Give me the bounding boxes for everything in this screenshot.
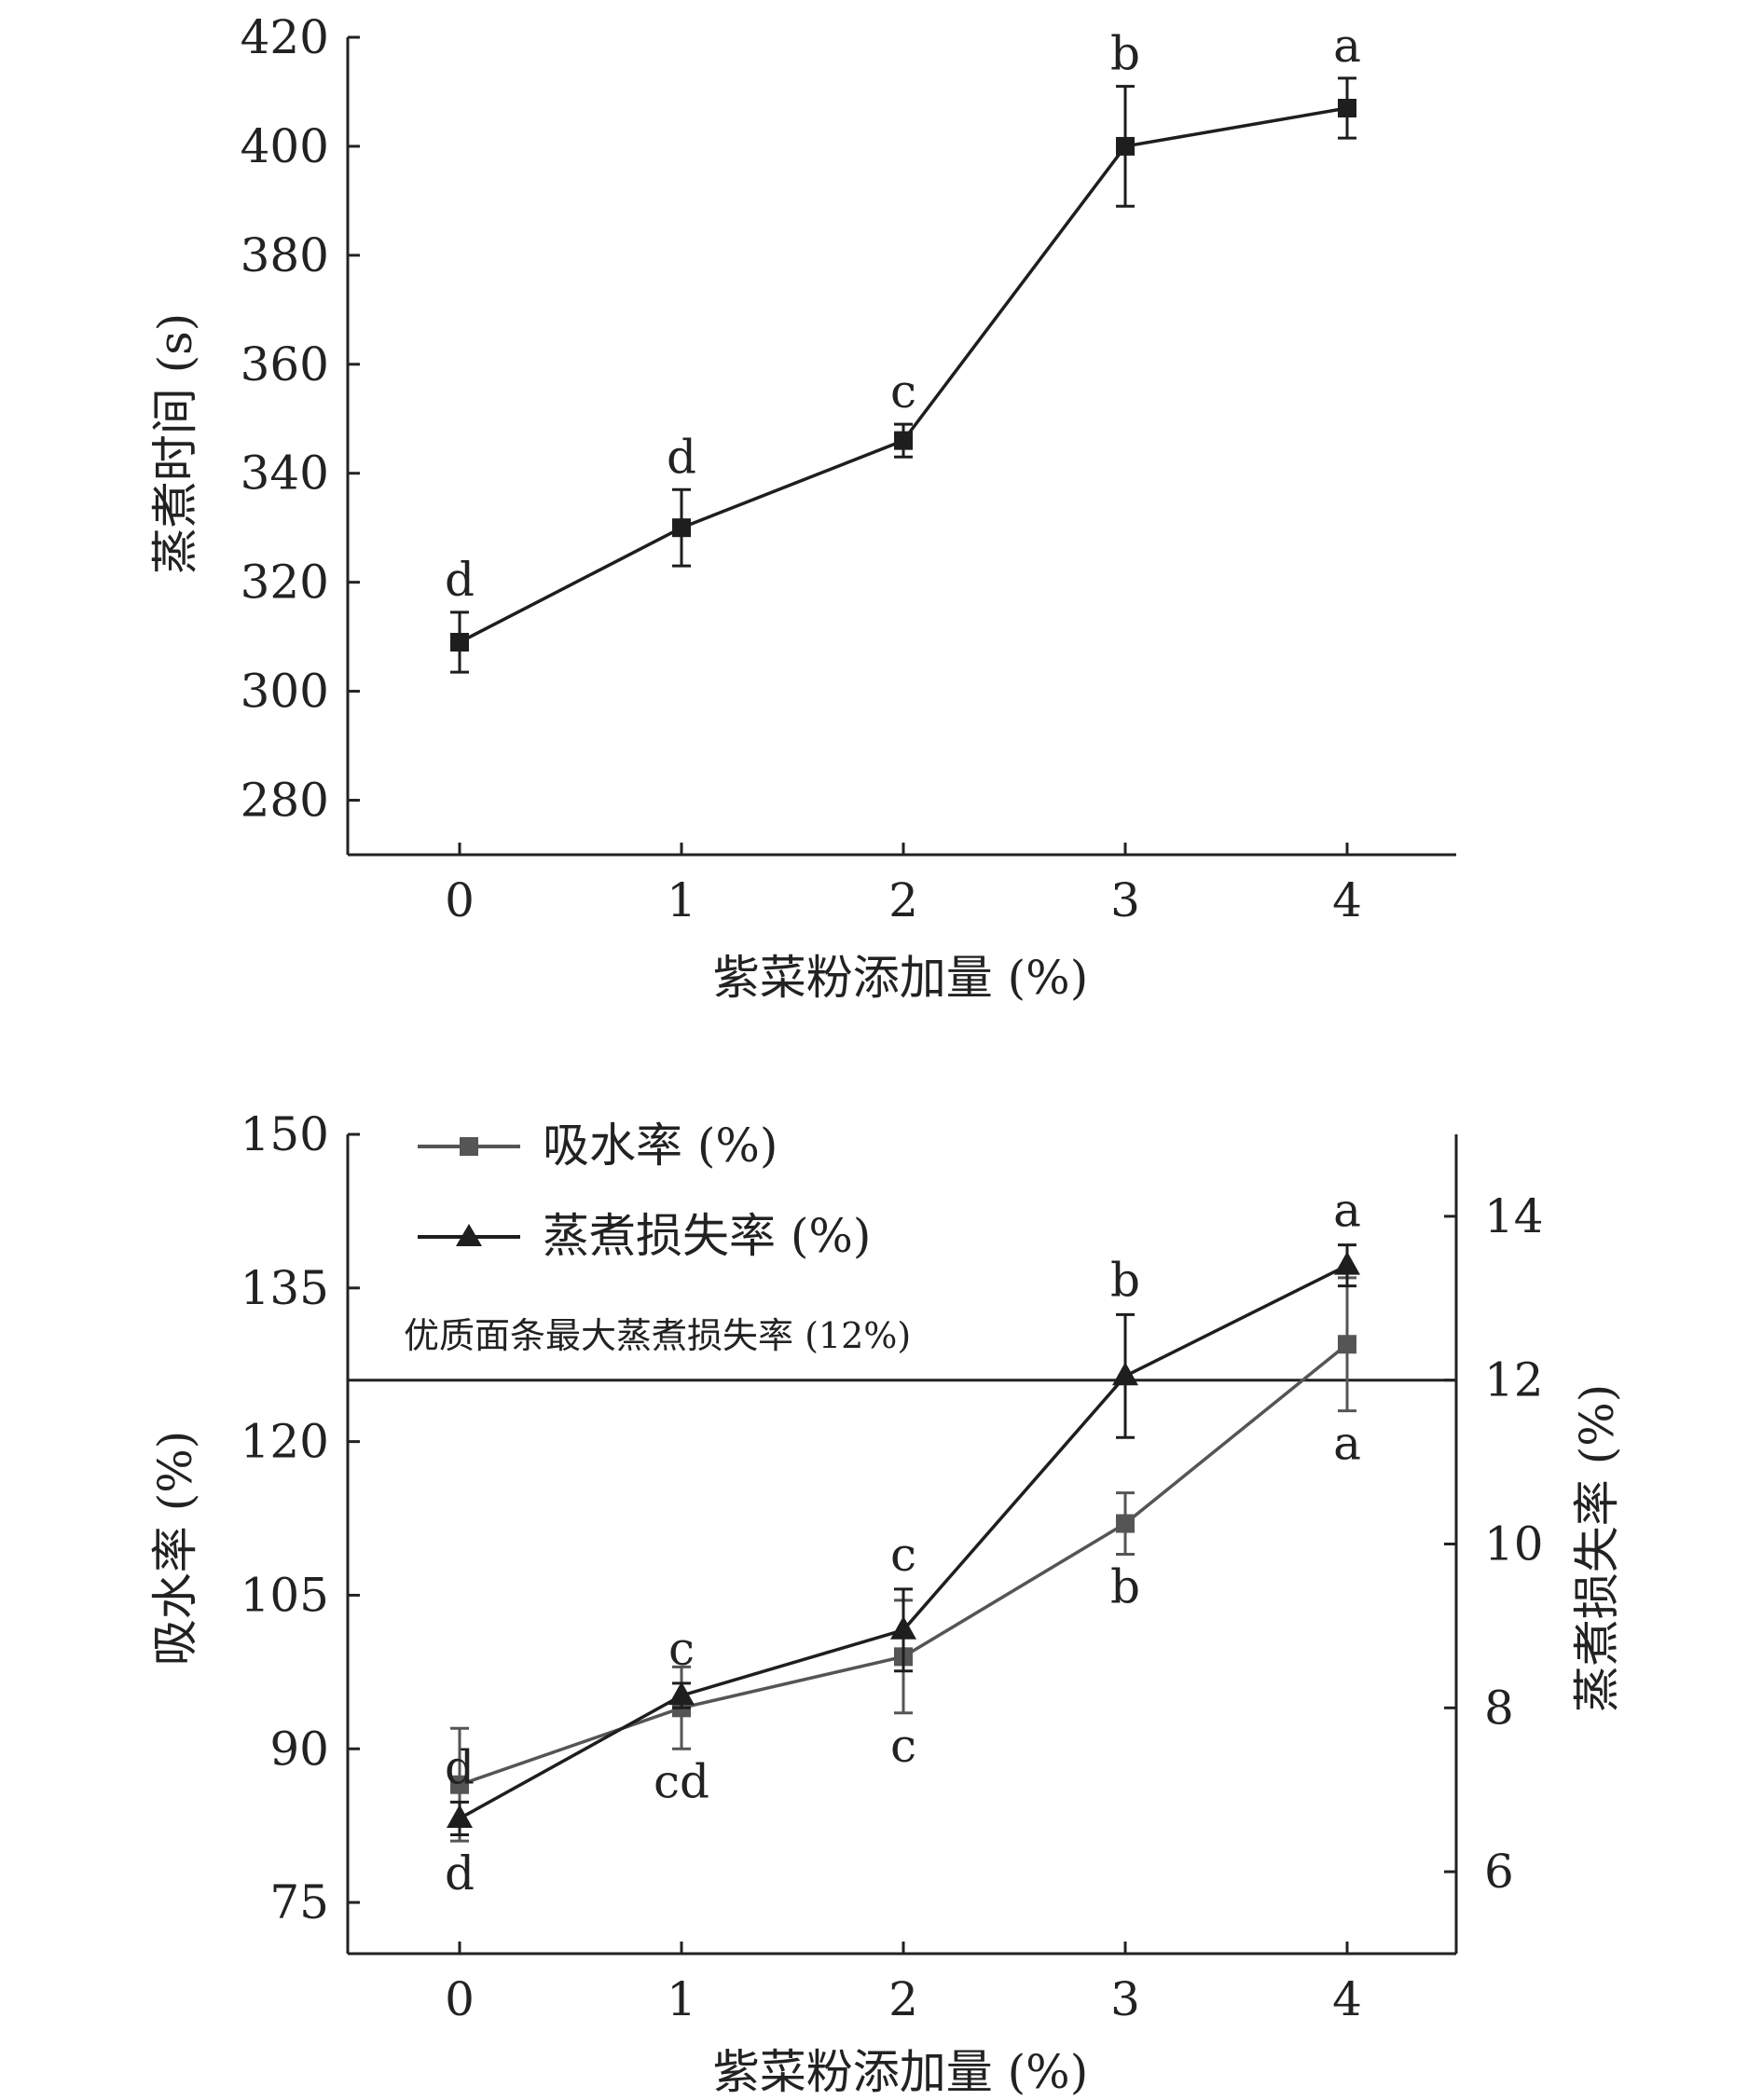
left-y-tick-label: 120: [241, 1415, 329, 1469]
significance-letter: a: [1333, 1184, 1361, 1238]
cooking-time-y-axis-label: 蒸煮时间 (s): [148, 313, 202, 575]
cooking-time-ticks: 280 300 320 340 360 380 400 420 0 1 2 3 4: [241, 10, 1362, 927]
x-tick-label: 1: [667, 873, 696, 927]
x-tick-label: 0: [445, 1972, 475, 2026]
left-y-tick-label: 75: [269, 1875, 329, 1929]
significance-letter: b: [1110, 1253, 1140, 1307]
significance-letter: c: [890, 1528, 916, 1582]
right-y-tick-label: 14: [1484, 1189, 1544, 1243]
absorption-point: [450, 1775, 469, 1794]
legend-label-absorption: 吸水率 (%): [543, 1119, 778, 1173]
significance-letter: d: [445, 1846, 475, 1901]
x-tick-label: 3: [1110, 1972, 1140, 2026]
legend: 吸水率 (%) 蒸煮损失率 (%): [418, 1119, 871, 1263]
x-tick-label: 1: [667, 1972, 696, 2026]
absorption-loss-marks: d cd c b a d c c b a: [445, 1184, 1361, 1901]
right-y-tick-label: 12: [1484, 1353, 1544, 1407]
right-y-tick-label: 8: [1484, 1681, 1514, 1735]
x-tick-label: 0: [445, 873, 475, 927]
reference-line-label: 优质面条最大蒸煮损失率 (12%): [404, 1315, 911, 1356]
right-y-tick-label: 6: [1484, 1845, 1514, 1899]
cooking-loss-point: [1112, 1362, 1138, 1386]
significance-letter: b: [1110, 1559, 1140, 1613]
cooking-time-point: [894, 431, 913, 450]
cooking-loss-point: [890, 1615, 916, 1640]
y-tick-label: 280: [241, 774, 329, 828]
x-tick-label: 3: [1110, 873, 1140, 927]
cooking-loss-point: [668, 1681, 695, 1706]
significance-letter: b: [1110, 27, 1140, 81]
y-tick-label: 420: [241, 10, 329, 64]
left-y-tick-label: 135: [241, 1261, 329, 1315]
cooking-loss-point: [1334, 1251, 1360, 1275]
cooking-loss-point: [447, 1804, 473, 1828]
significance-letter: c: [890, 1719, 916, 1773]
absorption-y-axis-label: 吸水率 (%): [148, 1431, 202, 1666]
significance-letter: a: [1333, 19, 1361, 73]
cooking-loss-y-axis-label: 蒸煮损失率 (%): [1570, 1384, 1624, 1712]
x-tick-label: 4: [1332, 1972, 1362, 2026]
left-y-tick-label: 90: [269, 1722, 329, 1776]
y-tick-label: 340: [241, 446, 329, 501]
cooking-time-x-axis-label: 紫菜粉添加量 (%): [713, 951, 1088, 1005]
significance-letter: cd: [654, 1754, 709, 1808]
significance-letter: c: [890, 364, 916, 419]
legend-label-cooking-loss: 蒸煮损失率 (%): [543, 1209, 871, 1263]
y-tick-label: 380: [241, 228, 329, 282]
left-y-tick-label: 105: [241, 1568, 329, 1622]
y-tick-label: 320: [241, 556, 329, 610]
legend-marker-absorption: [460, 1137, 478, 1156]
significance-letter: d: [445, 1740, 475, 1794]
y-tick-label: 300: [241, 665, 329, 719]
x-tick-label: 2: [888, 873, 918, 927]
y-tick-label: 360: [241, 337, 329, 391]
cooking-time-point: [450, 632, 469, 652]
x-tick-label: 4: [1332, 873, 1362, 927]
significance-letter: a: [1333, 1417, 1361, 1471]
x-tick-label: 2: [888, 1972, 918, 2026]
max-cooking-loss-reference: 优质面条最大蒸煮损失率 (12%): [348, 1315, 1456, 1382]
absorption-loss-x-axis-label: 紫菜粉添加量 (%): [713, 2045, 1088, 2099]
cooking-time-point: [1116, 136, 1135, 156]
y-tick-label: 400: [241, 119, 329, 173]
left-y-tick-label: 150: [241, 1107, 329, 1161]
significance-letter: c: [668, 1622, 695, 1676]
legend-marker-cooking-loss: [456, 1224, 482, 1246]
absorption-point: [1116, 1514, 1135, 1533]
absorption-point: [1338, 1335, 1356, 1354]
cooking-time-chart: 280 300 320 340 360 380 400 420 0 1 2 3 4 d d c b a 紫菜粉添…: [148, 10, 1456, 1005]
significance-letter: d: [445, 553, 475, 607]
cooking-time-point: [1338, 99, 1356, 118]
cooking-time-marks: d d c b a: [445, 19, 1361, 674]
cooking-time-point: [672, 518, 691, 538]
right-y-tick-label: 10: [1484, 1517, 1544, 1572]
significance-letter: d: [667, 430, 696, 484]
